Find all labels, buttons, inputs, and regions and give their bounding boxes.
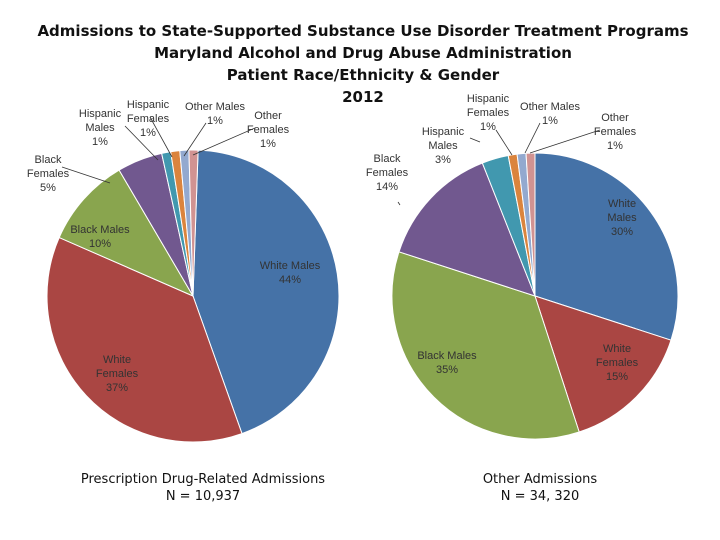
slice-label-line: 1% xyxy=(92,136,108,148)
slice-label-white-females: White Females 37% xyxy=(96,354,139,394)
slice-label-line: 1% xyxy=(480,121,496,133)
slice-label-other-females: Other Females 1% xyxy=(594,112,637,152)
slice-label-line: Hispanic xyxy=(422,126,465,138)
slice-label-hispanic-females: Hispanic Females 1% xyxy=(467,93,510,133)
slice-label-line: 44% xyxy=(279,274,301,286)
slice-label-line: Other xyxy=(601,112,629,124)
slice-label-hispanic-males: Hispanic Males 1% xyxy=(79,108,122,148)
slice-label-black-males: Black Males 35% xyxy=(417,350,477,376)
slice-label-line: Males xyxy=(85,122,115,134)
slice-label-line: Black Males xyxy=(417,350,477,362)
slice-label-white-males: White Males 44% xyxy=(260,260,321,286)
slice-black-males xyxy=(391,251,580,440)
leader-line-hispanic-females xyxy=(495,129,513,156)
slice-label-line: 35% xyxy=(436,364,458,376)
slice-label-other-females: Other Females 1% xyxy=(247,110,290,150)
chart-subtitle: Other Admissions N = 34, 320 xyxy=(483,472,598,504)
slice-label-other-males: Other Males 1% xyxy=(520,101,580,127)
slice-label-line: Black Males xyxy=(70,224,130,236)
leader-line-black-females xyxy=(61,166,111,184)
slice-label-line: 14% xyxy=(376,181,398,193)
slice-label-line: 1% xyxy=(207,115,223,127)
slice-white-males xyxy=(192,149,340,435)
slice-label-line: 1% xyxy=(607,140,623,152)
slice-label-line: Hispanic xyxy=(467,93,510,105)
slice-label-other-males: Other Males 1% xyxy=(185,101,245,127)
chart-title-text: Prescription Drug-Related Admissions xyxy=(81,472,325,487)
slice-label-line: Hispanic xyxy=(127,99,170,111)
slice-label-line: 15% xyxy=(606,371,628,383)
slice-label-line: 37% xyxy=(106,382,128,394)
slice-other-females xyxy=(188,149,199,297)
page-title: Admissions to State-Supported Substance … xyxy=(0,20,720,108)
slice-label-line: 1% xyxy=(260,138,276,150)
slice-label-line: White Males xyxy=(260,260,321,272)
title-line-2: Maryland Alcohol and Drug Abuse Administ… xyxy=(154,44,572,62)
slice-label-line: White xyxy=(608,198,636,210)
slice-label-line: Other Males xyxy=(520,101,580,113)
slice-label-hispanic-males: Hispanic Males 3% xyxy=(422,126,465,166)
slice-label-line: Females xyxy=(467,107,510,119)
slice-label-line: Black xyxy=(374,153,401,165)
slice-white-females xyxy=(534,295,672,433)
slice-label-line: Females xyxy=(596,357,639,369)
slice-label-white-females: White Females 15% xyxy=(596,343,639,383)
slice-black-males xyxy=(58,169,195,298)
leader-line-hispanic-males xyxy=(124,125,159,161)
slice-label-hispanic-females: Hispanic Females 1% xyxy=(127,99,170,139)
leader-line-other-males xyxy=(183,122,207,157)
slice-label-line: Males xyxy=(607,212,637,224)
leader-line-hispanic-males xyxy=(469,137,481,143)
slice-label-line: White xyxy=(103,354,131,366)
chart-n-label: N = 34, 320 xyxy=(501,489,580,504)
slice-label-white-males: White Males 30% xyxy=(607,198,637,238)
slice-label-black-females: Black Females 14% xyxy=(366,153,409,193)
slice-label-line: Other xyxy=(254,110,282,122)
pie-chart-2: White Males 30% White Females 15% Black Males 3… xyxy=(366,93,679,504)
slice-white-males xyxy=(534,152,679,341)
slice-label-line: Hispanic xyxy=(79,108,122,120)
chart-title-text: Other Admissions xyxy=(483,472,598,487)
slice-label-line: Black xyxy=(35,154,62,166)
slice-white-females xyxy=(46,236,243,443)
slice-label-line: Males xyxy=(428,140,458,152)
leader-line-other-females xyxy=(529,129,601,154)
slice-label-line: 5% xyxy=(40,182,56,194)
slice-label-line: 3% xyxy=(435,154,451,166)
slice-label-line: 30% xyxy=(611,226,633,238)
slice-label-line: Females xyxy=(96,368,139,380)
slice-label-black-males: Black Males 10% xyxy=(70,224,130,250)
slice-label-line: 1% xyxy=(542,115,558,127)
chart-subtitle: Prescription Drug-Related Admissions N = … xyxy=(81,472,325,504)
slice-label-line: 10% xyxy=(89,238,111,250)
slice-label-line: Females xyxy=(27,168,70,180)
leader-line-other-males xyxy=(524,122,541,154)
slice-label-line: Females xyxy=(247,124,290,136)
pie-chart-1: White Males 44% White Females 37% Black Males… xyxy=(27,99,340,504)
leader-line-other-females xyxy=(192,127,256,156)
slice-label-line: White xyxy=(603,343,631,355)
title-line-1: Admissions to State-Supported Substance … xyxy=(37,22,689,40)
leader-line-black-females xyxy=(397,201,401,206)
slice-label-line: Females xyxy=(366,167,409,179)
title-line-4: 2012 xyxy=(342,88,384,106)
slice-label-black-females: Black Females 5% xyxy=(27,154,70,194)
slice-label-line: Other Males xyxy=(185,101,245,113)
slice-label-line: Females xyxy=(127,113,170,125)
chart-n-label: N = 10,937 xyxy=(166,489,240,504)
slice-label-line: Females xyxy=(594,126,637,138)
slice-black-females xyxy=(398,162,536,297)
slice-label-line: 1% xyxy=(140,127,156,139)
title-line-3: Patient Race/Ethnicity & Gender xyxy=(226,66,500,84)
leader-line-hispanic-females xyxy=(149,116,173,158)
